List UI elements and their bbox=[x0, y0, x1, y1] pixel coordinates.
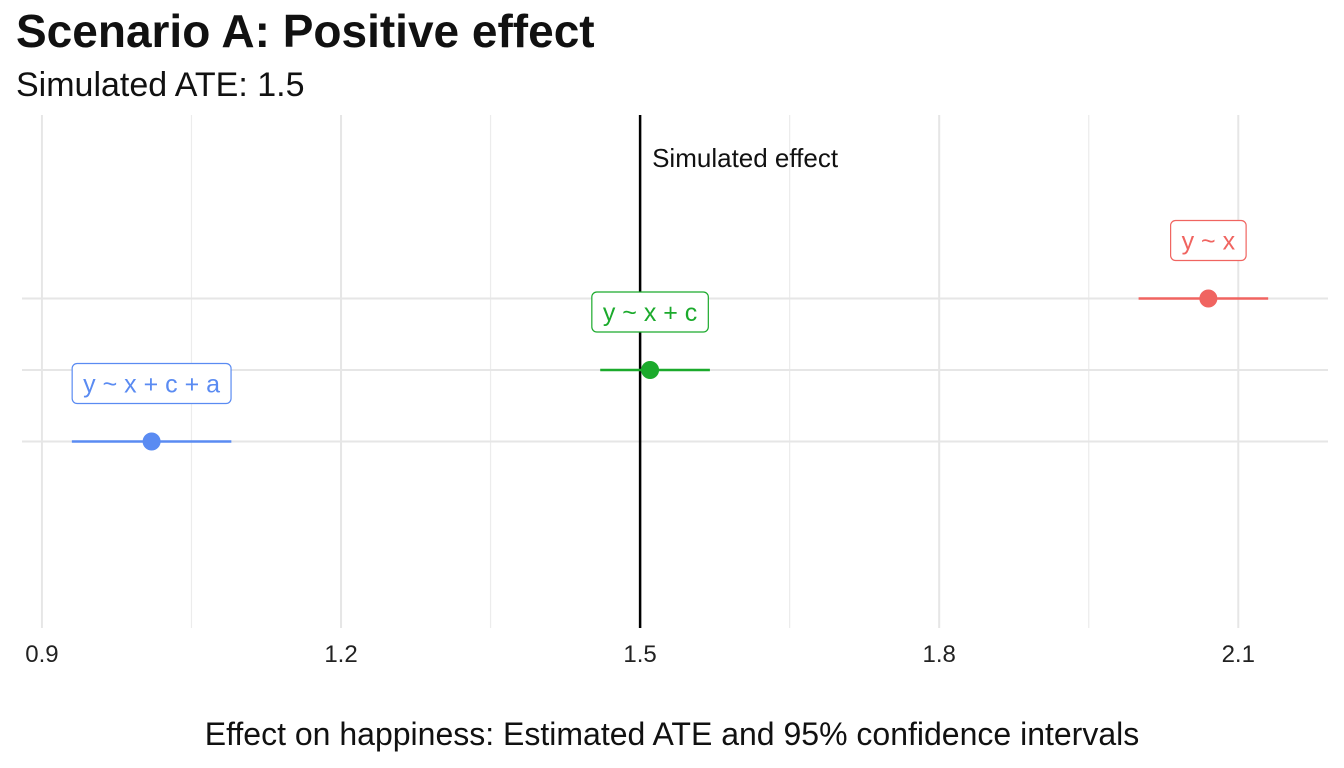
model-label-box bbox=[591, 291, 709, 333]
model-label: y ~ x + c + a bbox=[83, 371, 220, 399]
model-label-box bbox=[1170, 219, 1247, 262]
x-axis-ticks: 0.9 1.2 1.5 1.8 2.1 bbox=[25, 641, 1255, 668]
x-tick-label: 1.5 bbox=[623, 641, 656, 668]
chart-plot-area: Simulated effect y ~ x + c + ay ~ x + cy… bbox=[22, 115, 1328, 668]
x-tick-label: 2.1 bbox=[1222, 641, 1255, 668]
reference-layer: Simulated effect bbox=[638, 115, 839, 628]
model-label: y ~ x + c bbox=[603, 299, 697, 327]
model-label: y ~ x bbox=[1182, 228, 1236, 256]
x-axis-label: Effect on happiness: Estimated ATE and 9… bbox=[204, 716, 1140, 752]
x-tick-label: 0.9 bbox=[25, 641, 58, 668]
reference-line-label: Simulated effect bbox=[652, 143, 839, 173]
x-tick-label: 1.8 bbox=[923, 641, 956, 668]
chart-subtitle: Simulated ATE: 1.5 bbox=[16, 66, 305, 104]
estimate-point bbox=[1199, 289, 1218, 308]
model-label-box bbox=[71, 362, 232, 405]
x-tick-label: 1.2 bbox=[324, 641, 357, 668]
series-layer: y ~ x + c + a y ~ x + c y ~ x bbox=[71, 219, 1269, 451]
chart-title: Scenario A: Positive effect bbox=[16, 5, 595, 57]
estimate-point bbox=[142, 432, 161, 451]
estimate-point bbox=[641, 361, 660, 379]
